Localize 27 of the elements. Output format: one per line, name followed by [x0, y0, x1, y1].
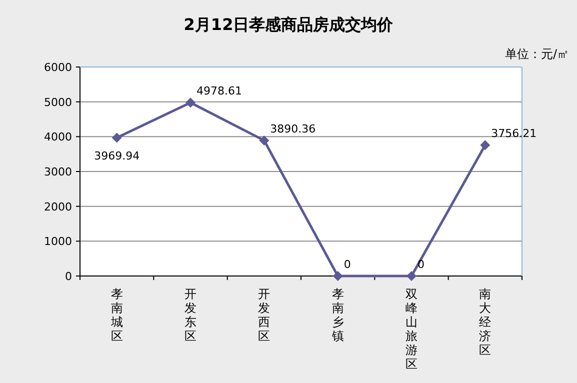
point — [186, 98, 196, 108]
x-tick-label: 开发东区 — [184, 287, 196, 343]
data-label: 4978.61 — [196, 84, 242, 98]
point — [406, 271, 416, 281]
y-tick-label: 1000 — [44, 235, 72, 248]
x-tick-label: 双峰山旅游区 — [406, 287, 418, 371]
y-tick-label: 6000 — [44, 61, 72, 74]
text: 单位：元/㎡ — [504, 47, 569, 61]
x-tick-label: 孝南城区 — [110, 287, 123, 343]
x-tick-label: 孝南乡镇 — [330, 287, 344, 343]
chart-title: 2月12日孝感商品房成交均价 — [184, 15, 394, 34]
data-label: 0 — [344, 258, 351, 271]
y-tick-label: 2000 — [44, 200, 72, 214]
point — [480, 140, 490, 150]
x-tick-label: 开发西区 — [258, 287, 270, 343]
y-tick-label: 0 — [65, 270, 72, 283]
x-tick-label: 南大经济区 — [479, 287, 492, 357]
data-label: 3890.36 — [270, 122, 316, 136]
point — [259, 135, 270, 146]
data-label: 3756.21 — [491, 127, 537, 140]
data-label: 0 — [418, 258, 424, 271]
point — [332, 271, 343, 281]
y-tick-label: 5000 — [44, 96, 72, 109]
point — [112, 132, 122, 143]
y-tick-label: 3000 — [44, 166, 72, 178]
data-label: 3969.94 — [94, 150, 140, 163]
y-tick-label: 4000 — [44, 130, 72, 144]
